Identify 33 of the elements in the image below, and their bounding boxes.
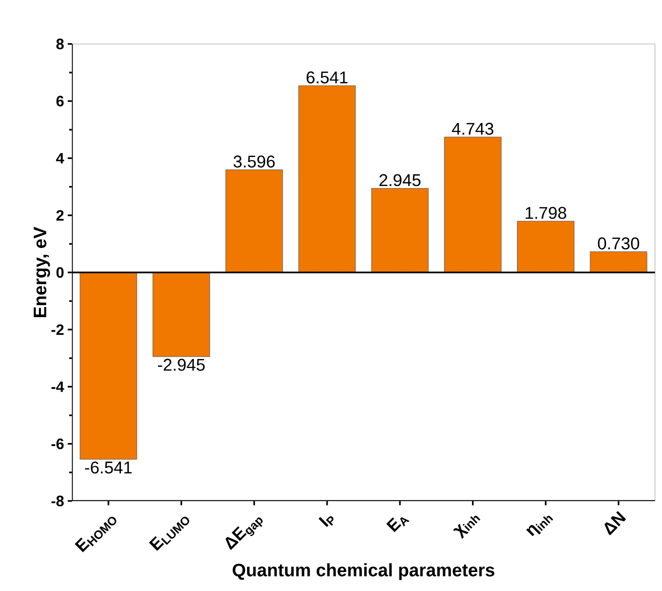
x-tick-label: I$_{P}$ (318, 516, 334, 528)
y-axis-title: Energy, eV (34, 226, 50, 318)
data-label: -6.541 (85, 462, 132, 474)
y-tick-label: -6 (51, 438, 64, 450)
bar (298, 85, 356, 273)
bar (371, 188, 429, 273)
y-tick-label: -8 (51, 496, 64, 506)
x-axis-title: Quantum chemical parameters (232, 563, 494, 580)
y-tick-label: 6 (56, 96, 64, 106)
bar (517, 220, 574, 273)
y-tick-label: 4 (56, 153, 64, 164)
y-tick-label: 2 (56, 210, 64, 221)
bar (80, 272, 138, 460)
data-label: 3.596 (234, 156, 275, 168)
data-label: 2.945 (380, 174, 420, 186)
y-tick-label: -4 (51, 382, 64, 392)
x-tick-label: E$_{A}$ (386, 517, 410, 532)
y-tick-label: 0 (56, 267, 64, 278)
data-label: 6.541 (306, 71, 348, 84)
data-label: -2.945 (158, 358, 205, 371)
x-tick-label: η$_{inh}$ (526, 516, 554, 536)
y-tick-label: 8 (56, 38, 64, 50)
bar (590, 251, 648, 273)
bar (152, 272, 210, 357)
y-tick-label: -2 (51, 324, 64, 335)
x-tick-label: ΔE$_{gap}$ (226, 518, 263, 550)
bar (444, 136, 502, 273)
x-tick-label: ΔN (604, 511, 626, 536)
data-label: 0.730 (598, 237, 640, 250)
data-label: 4.743 (452, 122, 494, 135)
data-label: 1.798 (526, 206, 566, 219)
bar (226, 170, 283, 273)
x-tick-label: χ$_{inh}$ (453, 516, 480, 540)
